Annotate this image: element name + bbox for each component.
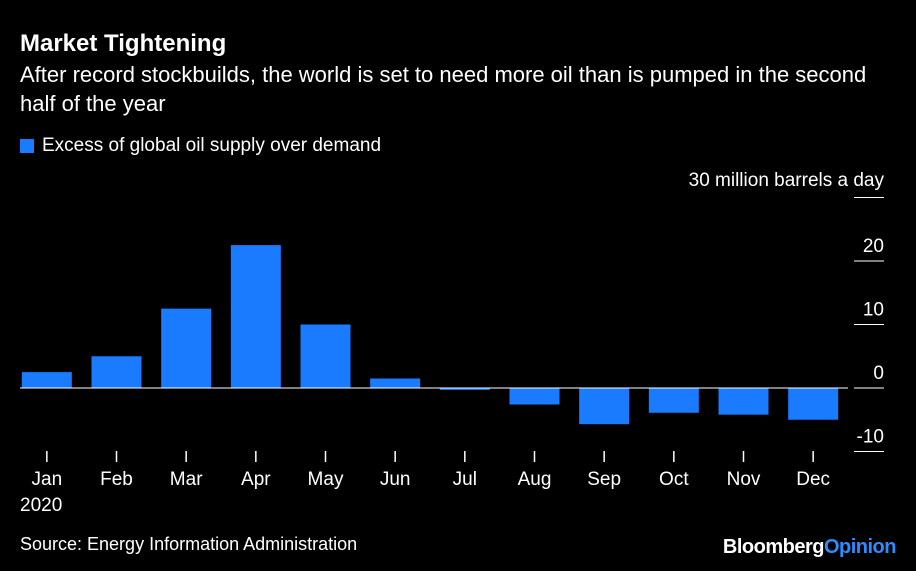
legend-swatch xyxy=(20,139,34,153)
brand-part2: Opinion xyxy=(823,536,897,558)
x-tick-label: Sep xyxy=(587,469,621,490)
bar-may xyxy=(300,324,351,388)
x-tick-label: Oct xyxy=(659,469,689,490)
x-tick-label: Mar xyxy=(170,469,203,490)
y-tick-label: 10 xyxy=(863,300,884,321)
y-tick-label: 20 xyxy=(863,236,884,257)
bar-jan xyxy=(21,372,72,388)
bar-dec xyxy=(788,388,839,420)
y-tick-label: -10 xyxy=(857,427,884,448)
x-tick-label: Jul xyxy=(453,469,477,490)
x-tick-label: May xyxy=(308,469,344,490)
bar-feb xyxy=(91,356,142,388)
chart-title: Market Tightening xyxy=(20,30,227,57)
source-note: Source: Energy Information Administratio… xyxy=(20,534,358,554)
x-tick-label: Nov xyxy=(727,469,761,490)
brand-logo: BloombergOpinion xyxy=(722,535,897,559)
bar-mar xyxy=(161,308,212,388)
x-tick-label: Feb xyxy=(100,469,133,490)
bar-apr xyxy=(230,245,281,388)
y-axis-unit-label: 30 million barrels a day xyxy=(688,170,884,191)
bar-jul xyxy=(439,388,490,390)
bar-sep xyxy=(579,388,630,425)
x-tick-label: Jan xyxy=(32,469,63,490)
bar-jun xyxy=(370,378,421,388)
bar-aug xyxy=(509,388,560,405)
bar-nov xyxy=(718,388,769,415)
x-tick-label: Aug xyxy=(518,469,552,490)
legend: Excess of global oil supply over demand xyxy=(20,134,381,158)
chart-subtitle: After record stockbuilds, the world is s… xyxy=(20,62,867,116)
brand-part1: Bloomberg xyxy=(722,536,825,558)
y-tick-label: 0 xyxy=(873,363,884,384)
bar-oct xyxy=(648,388,699,413)
x-year-label: 2020 xyxy=(20,495,62,516)
x-tick-label: Jun xyxy=(380,469,411,490)
x-tick-label: Apr xyxy=(241,469,271,490)
x-tick-label: Dec xyxy=(796,469,830,490)
legend-label: Excess of global oil supply over demand xyxy=(42,135,382,156)
